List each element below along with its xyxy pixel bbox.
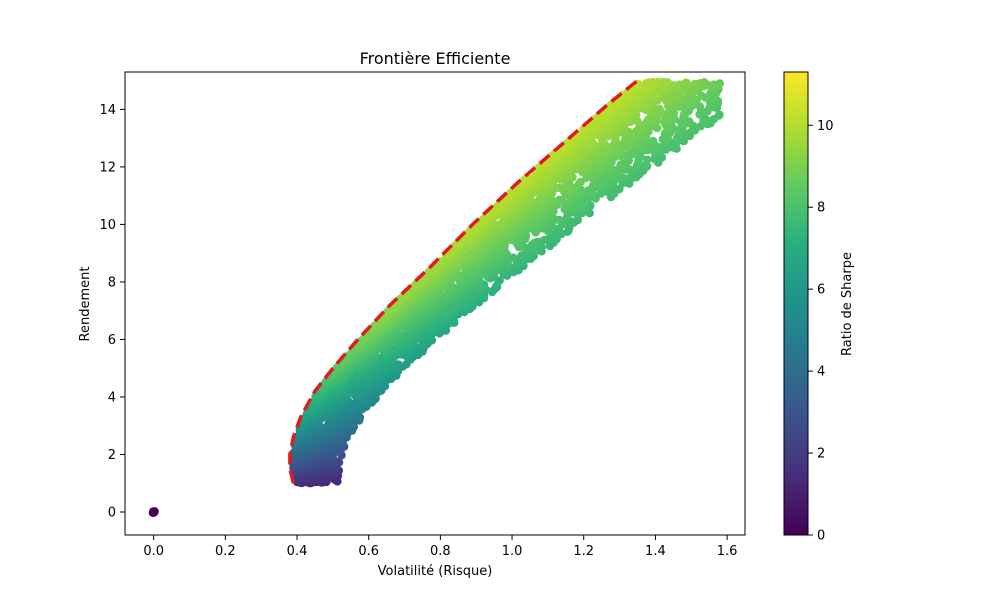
colorbar-ticks: 0 2 4 6 8 10	[808, 119, 834, 544]
colorbar-gradient	[783, 71, 809, 536]
x-axis-label: Volatilité (Risque)	[378, 564, 493, 579]
x-axis: 0.0 0.2 0.4 0.6 0.8 1.0 1.2 1.4 1.6	[143, 535, 737, 559]
scatter-point	[519, 176, 529, 185]
y-tick-label: 6	[108, 333, 116, 348]
y-tick-label: 4	[108, 390, 116, 405]
colorbar-tick-label: 0	[817, 529, 825, 544]
scatter-point	[554, 196, 564, 205]
colorbar-tick-label: 2	[817, 447, 825, 462]
scatter-point	[590, 114, 599, 124]
colorbar: 0 2 4 6 8 10 Ratio de Sharpe	[783, 71, 855, 544]
scatter-point	[573, 215, 582, 225]
scatter-point	[616, 160, 626, 169]
scatter-point	[343, 351, 352, 361]
x-tick-label: 1.4	[645, 544, 666, 559]
scatter-point	[550, 149, 559, 159]
x-tick-label: 1.6	[717, 544, 738, 559]
scatter-point	[641, 79, 651, 88]
scatter-point	[679, 137, 688, 146]
y-tick-label: 0	[108, 505, 116, 520]
scatter-point	[506, 188, 516, 197]
colorbar-tick-label: 4	[817, 365, 825, 380]
scatter-point	[621, 134, 630, 143]
x-tick-label: 0.0	[143, 544, 164, 559]
scatter-point	[530, 238, 539, 247]
scatter-point	[576, 177, 585, 187]
scatter-point	[643, 155, 652, 164]
colorbar-tick-label: 6	[817, 283, 825, 298]
x-tick-label: 0.2	[215, 544, 236, 559]
scatter-point	[715, 110, 724, 119]
x-tick-label: 0.8	[430, 544, 451, 559]
plot-area-frame	[124, 71, 746, 536]
y-tick-label: 10	[99, 218, 116, 233]
x-tick-label: 1.2	[573, 544, 594, 559]
y-axis: 0 2 4 6 8 10 12 14	[99, 103, 125, 520]
y-tick-label: 14	[99, 103, 116, 118]
colorbar-tick-label: 10	[817, 119, 834, 134]
y-tick-label: 12	[99, 160, 116, 175]
scatter-points	[148, 77, 725, 517]
scatter-point	[644, 127, 653, 136]
x-tick-label: 1.0	[502, 544, 523, 559]
scatter-point	[149, 508, 158, 517]
x-tick-label: 0.6	[358, 544, 379, 559]
y-tick-label: 2	[108, 448, 116, 463]
y-tick-label: 8	[108, 275, 116, 290]
y-axis-label: Rendement	[78, 267, 93, 342]
chart-title: Frontière Efficiente	[360, 49, 511, 68]
scatter-point	[465, 226, 474, 236]
scatter-point	[648, 136, 658, 146]
colorbar-tick-label: 8	[817, 201, 825, 216]
colorbar-label: Ratio de Sharpe	[840, 252, 855, 356]
x-tick-label: 0.4	[287, 544, 308, 559]
